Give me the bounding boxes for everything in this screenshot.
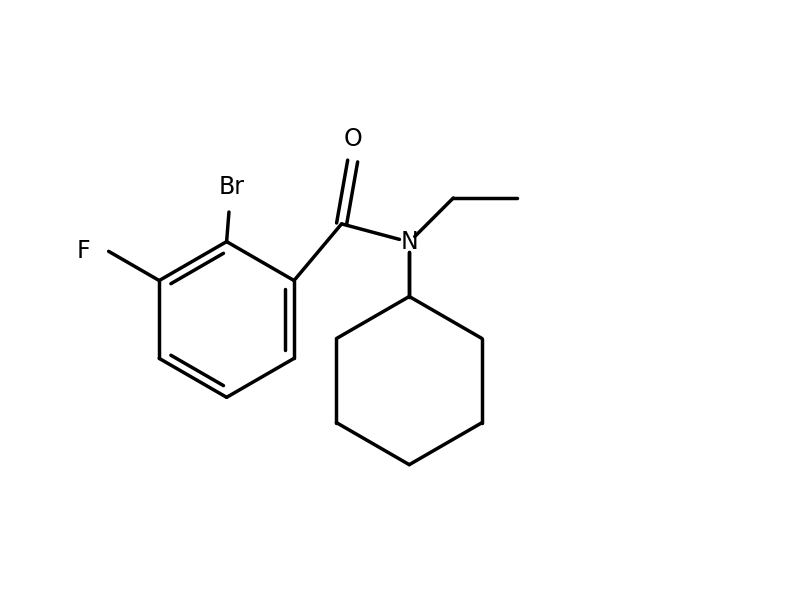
Text: Br: Br: [218, 175, 244, 199]
Text: O: O: [344, 127, 362, 151]
Text: F: F: [77, 239, 91, 263]
Text: N: N: [400, 230, 418, 254]
